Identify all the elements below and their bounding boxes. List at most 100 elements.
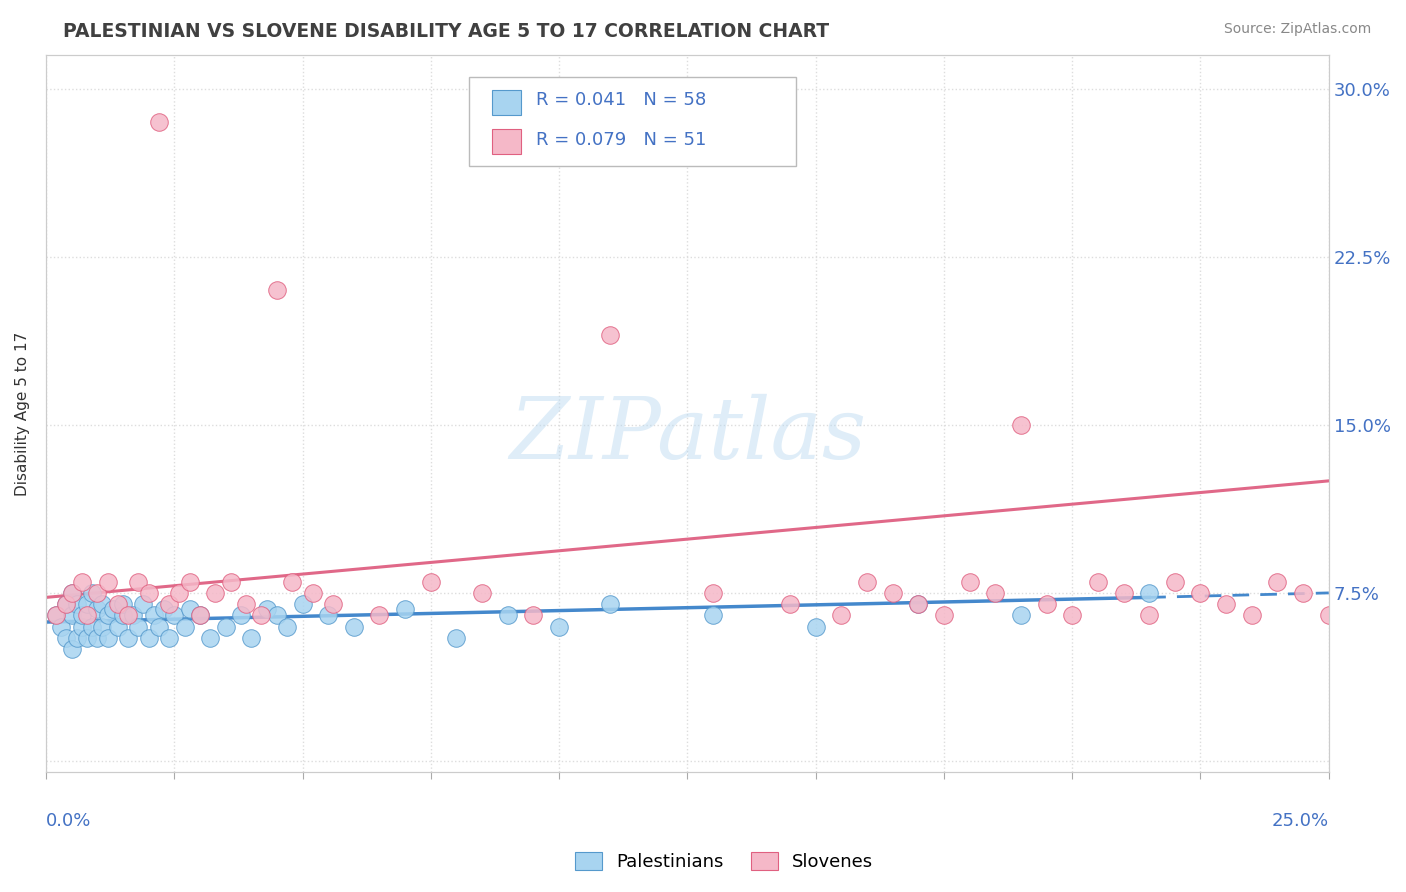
Point bbox=[959, 574, 981, 589]
Point bbox=[45, 608, 67, 623]
Point bbox=[173, 619, 195, 633]
Point bbox=[1137, 608, 1160, 623]
Point bbox=[702, 608, 724, 623]
Point bbox=[496, 608, 519, 623]
Point bbox=[142, 608, 165, 623]
Point bbox=[96, 631, 118, 645]
Point bbox=[1189, 586, 1212, 600]
Point bbox=[96, 574, 118, 589]
Point bbox=[907, 597, 929, 611]
Point bbox=[70, 619, 93, 633]
Point bbox=[163, 608, 186, 623]
Point bbox=[1087, 574, 1109, 589]
Point bbox=[932, 608, 955, 623]
Point bbox=[45, 608, 67, 623]
Point bbox=[111, 608, 134, 623]
Point bbox=[198, 631, 221, 645]
Point bbox=[1240, 608, 1263, 623]
Point bbox=[86, 631, 108, 645]
Point bbox=[111, 597, 134, 611]
Point bbox=[188, 608, 211, 623]
Point bbox=[882, 586, 904, 600]
Point bbox=[1137, 586, 1160, 600]
Point bbox=[70, 608, 93, 623]
Point bbox=[316, 608, 339, 623]
Point bbox=[91, 619, 114, 633]
Text: R = 0.079   N = 51: R = 0.079 N = 51 bbox=[536, 131, 706, 149]
Point bbox=[1062, 608, 1084, 623]
Point bbox=[266, 608, 288, 623]
Point bbox=[51, 619, 73, 633]
Point bbox=[157, 631, 180, 645]
Point bbox=[122, 608, 145, 623]
Point bbox=[107, 597, 129, 611]
Point bbox=[107, 619, 129, 633]
Point bbox=[250, 608, 273, 623]
Point bbox=[984, 586, 1007, 600]
Point bbox=[60, 586, 83, 600]
Point bbox=[76, 597, 98, 611]
Text: Source: ZipAtlas.com: Source: ZipAtlas.com bbox=[1223, 22, 1371, 37]
Point bbox=[1035, 597, 1057, 611]
Point bbox=[702, 586, 724, 600]
Point bbox=[86, 586, 108, 600]
Point bbox=[127, 574, 149, 589]
Point bbox=[148, 115, 170, 129]
Point bbox=[256, 601, 278, 615]
Point bbox=[60, 608, 83, 623]
Point bbox=[830, 608, 852, 623]
Text: R = 0.041   N = 58: R = 0.041 N = 58 bbox=[536, 91, 706, 110]
Point bbox=[599, 597, 621, 611]
Point bbox=[419, 574, 441, 589]
Point bbox=[394, 601, 416, 615]
Point bbox=[66, 597, 89, 611]
Text: ZIPatlas: ZIPatlas bbox=[509, 394, 866, 476]
Point bbox=[322, 597, 344, 611]
Point bbox=[157, 597, 180, 611]
Point bbox=[117, 631, 139, 645]
Point bbox=[204, 586, 226, 600]
Point bbox=[188, 608, 211, 623]
Point bbox=[132, 597, 155, 611]
Point bbox=[96, 608, 118, 623]
Point bbox=[60, 641, 83, 656]
Point bbox=[548, 619, 571, 633]
Point bbox=[343, 619, 366, 633]
Point bbox=[281, 574, 304, 589]
Point bbox=[235, 597, 257, 611]
Point bbox=[91, 597, 114, 611]
Point bbox=[82, 586, 104, 600]
Point bbox=[138, 631, 160, 645]
Point bbox=[599, 328, 621, 343]
Point bbox=[101, 601, 124, 615]
Point bbox=[153, 601, 176, 615]
Point bbox=[856, 574, 879, 589]
Point bbox=[82, 619, 104, 633]
Point bbox=[169, 586, 191, 600]
Point bbox=[55, 597, 77, 611]
Point bbox=[240, 631, 263, 645]
Point bbox=[301, 586, 323, 600]
Point bbox=[266, 284, 288, 298]
Text: 0.0%: 0.0% bbox=[46, 812, 91, 830]
Point bbox=[70, 574, 93, 589]
Point bbox=[804, 619, 827, 633]
Point bbox=[148, 619, 170, 633]
Point bbox=[471, 586, 494, 600]
Point bbox=[368, 608, 391, 623]
Point bbox=[60, 586, 83, 600]
Point bbox=[276, 619, 298, 633]
Point bbox=[522, 608, 544, 623]
FancyBboxPatch shape bbox=[470, 77, 796, 166]
Point bbox=[86, 601, 108, 615]
Point bbox=[1112, 586, 1135, 600]
Point bbox=[779, 597, 801, 611]
Point bbox=[1010, 417, 1032, 432]
Text: PALESTINIAN VS SLOVENE DISABILITY AGE 5 TO 17 CORRELATION CHART: PALESTINIAN VS SLOVENE DISABILITY AGE 5 … bbox=[63, 22, 830, 41]
Legend: Palestinians, Slovenes: Palestinians, Slovenes bbox=[568, 845, 880, 879]
Point bbox=[66, 631, 89, 645]
Point bbox=[179, 574, 201, 589]
Point bbox=[117, 608, 139, 623]
Point bbox=[214, 619, 236, 633]
Text: 25.0%: 25.0% bbox=[1271, 812, 1329, 830]
